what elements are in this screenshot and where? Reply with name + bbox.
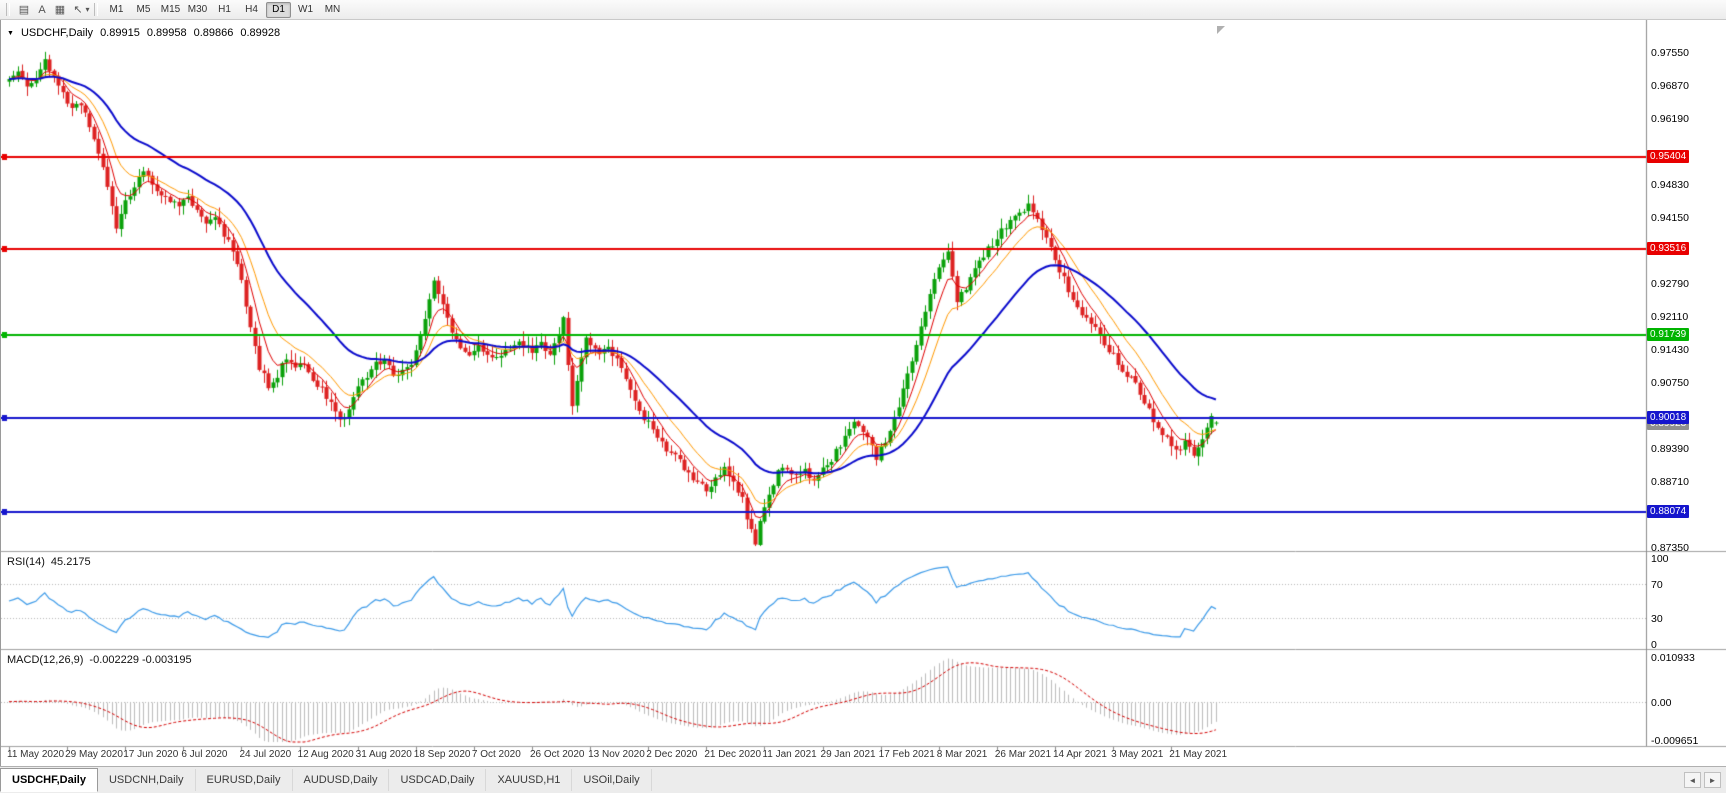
top-toolbar: ▤ A ▦ ↖ ▾ M1 M5 M15 M30 H1 H4 D1 W1 MN	[0, 0, 1726, 20]
tab-label: USDCHF,Daily	[12, 774, 86, 786]
timeframe-button-w1[interactable]: W1	[298, 4, 313, 15]
tab-scroll-controls: ◄ ►	[1684, 767, 1726, 793]
tab-label: USOil,Daily	[583, 774, 640, 786]
tab-usoil-daily[interactable]: USOil,Daily	[572, 769, 652, 791]
toolbar-grip[interactable]	[94, 3, 98, 16]
tab-usdchf-daily[interactable]: USDCHF,Daily	[0, 768, 98, 792]
tab-label: EURUSD,Daily	[206, 774, 281, 786]
tab-label: XAUUSD,H1	[497, 774, 561, 786]
price-chart-canvas[interactable]	[1, 20, 1726, 766]
tab-audusd-daily[interactable]: AUDUSD,Daily	[293, 769, 390, 791]
tile-windows-icon[interactable]: ▤	[18, 4, 30, 16]
tab-label: USDCAD,Daily	[400, 774, 475, 786]
chart-objects-icon[interactable]: ▦	[54, 4, 66, 16]
cursor-tool-icon[interactable]: ↖	[73, 4, 83, 16]
toolbar-grip[interactable]	[6, 3, 10, 16]
chevron-down-icon[interactable]: ▾	[85, 5, 90, 14]
tab-usdcnh-daily[interactable]: USDCNH,Daily	[98, 769, 196, 791]
timeframe-button-h1[interactable]: H1	[218, 4, 231, 15]
tab-label: AUDUSD,Daily	[303, 774, 378, 786]
tabs-scroll-left-button[interactable]: ◄	[1684, 772, 1701, 788]
timeframe-button-m1[interactable]: M1	[109, 4, 124, 15]
timeframe-button-mn[interactable]: MN	[324, 4, 341, 15]
timeframe-button-m30[interactable]: M30	[187, 4, 208, 15]
tabs-scroll-right-button[interactable]: ►	[1704, 772, 1721, 788]
timeframe-button-m5[interactable]: M5	[136, 4, 151, 15]
tab-usdcad-daily[interactable]: USDCAD,Daily	[389, 769, 487, 791]
chart-window: ▼ USDCHF,Daily 0.89915 0.89958 0.89866 0…	[0, 20, 1726, 766]
tab-label: USDCNH,Daily	[108, 774, 184, 786]
tab-eurusd-daily[interactable]: EURUSD,Daily	[196, 769, 293, 791]
tab-xauusd-h1[interactable]: XAUUSD,H1	[486, 769, 573, 791]
timeframe-button-h4[interactable]: H4	[245, 4, 258, 15]
timeframe-button-d1[interactable]: D1	[266, 1, 291, 18]
timeframe-button-m15[interactable]: M15	[160, 4, 181, 15]
text-label-tool-icon[interactable]: A	[38, 3, 46, 16]
chart-tab-bar: USDCHF,Daily USDCNH,Daily EURUSD,Daily AUDU…	[0, 766, 1726, 793]
